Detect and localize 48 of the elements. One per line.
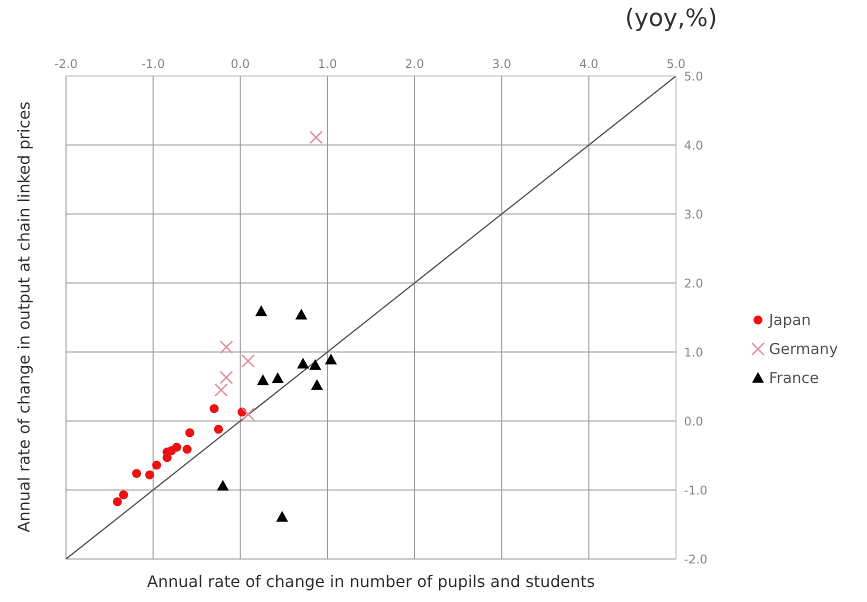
point <box>132 468 142 478</box>
x-tick-label: -1.0 <box>141 57 165 71</box>
y-tick-label: 2.0 <box>684 276 704 290</box>
point <box>295 308 308 320</box>
y-tick-label: 5.0 <box>684 69 704 84</box>
point <box>172 442 182 452</box>
point <box>112 497 122 506</box>
point <box>276 510 288 522</box>
x-tick-label: 5.0 <box>666 57 686 71</box>
point <box>241 354 255 368</box>
point <box>309 130 323 144</box>
y-tick-label: 4.0 <box>684 138 704 152</box>
legend-label: Japan <box>769 310 811 328</box>
point <box>297 358 310 369</box>
x-tick-label: 2.0 <box>405 57 424 71</box>
y-tick-label: 0.0 <box>684 414 704 428</box>
legend-label: France <box>769 368 819 386</box>
point <box>210 404 219 414</box>
point <box>145 470 154 480</box>
point <box>182 444 192 454</box>
x-axis-title: Annual rate of change in number of pupils and students <box>146 572 596 591</box>
point <box>309 359 322 370</box>
point <box>256 374 269 386</box>
x-tick-label: 1.0 <box>318 57 337 71</box>
point <box>119 490 128 500</box>
x-tick-label: 4.0 <box>579 57 598 71</box>
point <box>324 354 337 364</box>
x-tick-label: 0.0 <box>230 57 250 71</box>
point <box>216 480 229 491</box>
point <box>310 379 323 390</box>
y-tick-label: -2.0 <box>684 552 708 566</box>
point <box>214 424 223 434</box>
point <box>241 407 255 421</box>
point <box>220 340 234 354</box>
point <box>152 460 162 470</box>
y-tick-label: 1.0 <box>684 345 704 360</box>
point <box>214 383 228 397</box>
x-tick-label: 3.0 <box>492 57 512 71</box>
y-axis-title: Annual rate of change in output at chain linked prices <box>14 102 34 532</box>
point <box>272 372 284 384</box>
y-tick-label: -1.0 <box>684 483 708 498</box>
y-tick-label: 3.0 <box>684 207 704 222</box>
point <box>185 428 194 438</box>
point <box>220 370 234 384</box>
legend-label: Germany <box>769 340 838 358</box>
point <box>255 305 268 316</box>
x-tick-label: -2.0 <box>54 57 78 71</box>
text: (yoy,%) <box>625 4 718 32</box>
